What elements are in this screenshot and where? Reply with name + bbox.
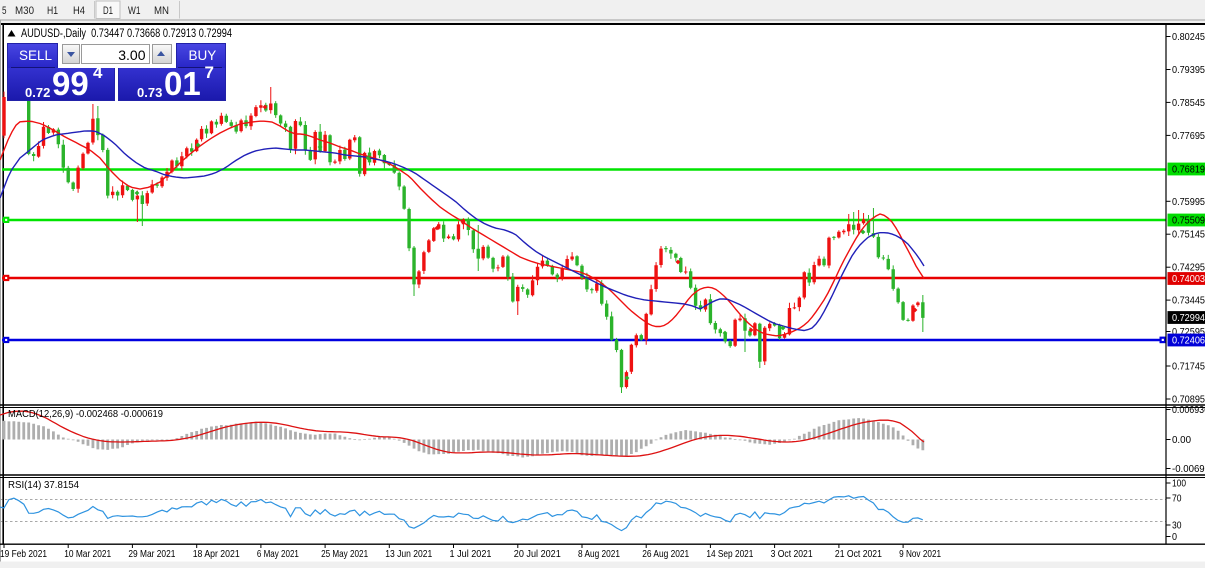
- svg-text:0.00: 0.00: [1172, 434, 1191, 446]
- svg-text:14 Sep 2021: 14 Sep 2021: [706, 548, 753, 560]
- svg-text:0.71745: 0.71745: [1172, 361, 1205, 373]
- svg-text:MACD(12,26,9) -0.002468 -0.000: MACD(12,26,9) -0.002468 -0.000619: [8, 408, 163, 420]
- svg-text:0: 0: [1172, 531, 1177, 543]
- svg-text:D1: D1: [103, 5, 113, 17]
- svg-text:0.74295: 0.74295: [1172, 262, 1205, 274]
- svg-text:AUDUSD-,Daily 0.73447 0.73668: AUDUSD-,Daily 0.73447 0.73668 0.72913 0.…: [21, 28, 232, 40]
- svg-text:0.006936: 0.006936: [1172, 404, 1205, 416]
- svg-text:0.75145: 0.75145: [1172, 229, 1205, 241]
- svg-text:18 Apr 2021: 18 Apr 2021: [193, 548, 240, 560]
- svg-text:0.75995: 0.75995: [1172, 196, 1205, 208]
- svg-text:H1: H1: [47, 5, 58, 17]
- svg-text:19 Feb 2021: 19 Feb 2021: [0, 548, 47, 560]
- svg-text:0.74003: 0.74003: [1172, 273, 1205, 285]
- svg-text:MN: MN: [154, 5, 169, 17]
- svg-text:8 Aug 2021: 8 Aug 2021: [578, 548, 620, 560]
- svg-text:29 Mar 2021: 29 Mar 2021: [128, 548, 175, 560]
- svg-text:26 Aug 2021: 26 Aug 2021: [642, 548, 689, 560]
- svg-text:H4: H4: [73, 5, 85, 17]
- svg-text:RSI(14) 37.8154: RSI(14) 37.8154: [8, 479, 79, 491]
- svg-text:0.78545: 0.78545: [1172, 97, 1205, 109]
- svg-text:-0.00699: -0.00699: [1172, 463, 1205, 475]
- svg-text:M30: M30: [15, 5, 34, 17]
- svg-text:0.72994: 0.72994: [1172, 312, 1205, 324]
- svg-text:0.79395: 0.79395: [1172, 64, 1205, 76]
- svg-text:100: 100: [1172, 478, 1186, 490]
- svg-text:70: 70: [1172, 493, 1182, 505]
- svg-text:3 Oct 2021: 3 Oct 2021: [771, 548, 813, 560]
- svg-text:0.73445: 0.73445: [1172, 295, 1205, 307]
- svg-text:30: 30: [1172, 520, 1182, 532]
- svg-text:1 Jul 2021: 1 Jul 2021: [450, 548, 492, 560]
- svg-text:0.76819: 0.76819: [1172, 164, 1205, 176]
- svg-text:0.72406: 0.72406: [1172, 335, 1205, 347]
- svg-text:6 May 2021: 6 May 2021: [257, 548, 299, 560]
- svg-text:10 Mar 2021: 10 Mar 2021: [64, 548, 111, 560]
- svg-text:0.75509: 0.75509: [1172, 215, 1205, 227]
- svg-text:0.77695: 0.77695: [1172, 130, 1205, 142]
- svg-text:5: 5: [2, 5, 7, 17]
- svg-text:9 Nov 2021: 9 Nov 2021: [899, 548, 941, 560]
- svg-text:21 Oct 2021: 21 Oct 2021: [835, 548, 882, 560]
- svg-text:W1: W1: [128, 5, 141, 17]
- svg-text:25 May 2021: 25 May 2021: [321, 548, 368, 560]
- svg-text:0.80245: 0.80245: [1172, 31, 1205, 43]
- svg-text:13 Jun 2021: 13 Jun 2021: [385, 548, 432, 560]
- svg-text:20 Jul 2021: 20 Jul 2021: [514, 548, 561, 560]
- svg-text:0.70895: 0.70895: [1172, 394, 1205, 406]
